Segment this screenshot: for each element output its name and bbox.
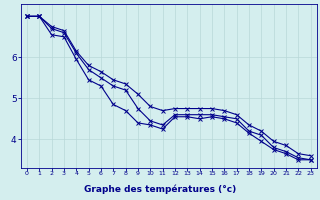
Text: Graphe des températures (°c): Graphe des températures (°c) [84, 185, 236, 194]
